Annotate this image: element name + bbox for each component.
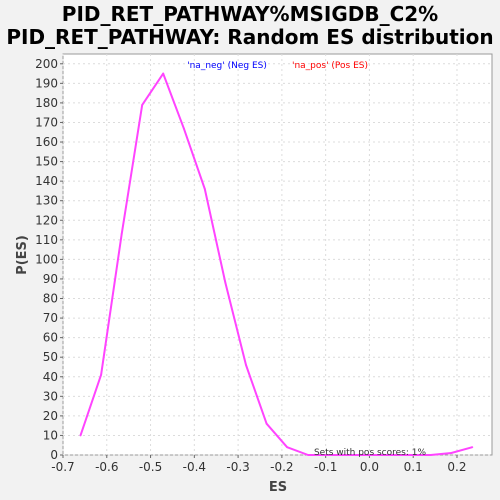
y-tick-label: 10 — [43, 428, 58, 442]
y-tick-label: 160 — [35, 135, 58, 149]
data-point — [265, 422, 268, 425]
y-tick-label: 30 — [43, 389, 58, 403]
y-tick-label: 140 — [35, 174, 58, 188]
x-axis-label: ES — [269, 480, 287, 495]
x-tick-label: 0.2 — [447, 460, 466, 474]
data-point — [471, 446, 474, 449]
data-point — [100, 373, 102, 376]
data-point — [203, 188, 206, 190]
y-tick-label: 50 — [43, 350, 58, 364]
y-axis-label: P(ES) — [15, 235, 30, 275]
chart-subtitle: PID_RET_PATHWAY: Random ES distribution — [6, 25, 493, 49]
grid — [62, 54, 492, 456]
data-point — [245, 364, 247, 366]
data-point — [162, 72, 165, 75]
plot-area — [62, 53, 493, 456]
y-tick-label: 0 — [50, 448, 58, 462]
y-tick-label: 180 — [35, 96, 58, 110]
x-tick-label: -0.6 — [95, 460, 118, 474]
y-tick-label: 80 — [43, 292, 58, 306]
data-point — [450, 452, 453, 454]
y-tick-label: 200 — [35, 57, 58, 71]
data-point — [368, 454, 371, 456]
pos-scores-annotation: Sets with pos scores: 1% — [314, 448, 427, 458]
data-point — [224, 281, 227, 284]
x-tick-label: -0.4 — [183, 460, 206, 474]
data-point — [120, 233, 123, 235]
y-tick-label: 100 — [35, 252, 58, 266]
x-tick-label: 0.0 — [360, 460, 379, 474]
x-tick-label: -0.5 — [139, 460, 162, 474]
legend-neg-label: 'na_neg' (Neg ES) — [187, 61, 267, 71]
x-tick-label: -0.7 — [51, 460, 74, 474]
legend-pos-label: 'na_pos' (Pos ES) — [292, 61, 368, 71]
y-tick-label: 150 — [35, 155, 58, 169]
y-tick-label: 110 — [35, 233, 58, 247]
data-point — [182, 127, 185, 130]
data-point — [429, 454, 432, 456]
x-tick-label: -0.3 — [226, 460, 249, 474]
x-tick-label: 0.1 — [404, 460, 423, 474]
y-tick-label: 60 — [43, 331, 58, 345]
data-point — [141, 103, 144, 106]
data-point — [286, 446, 289, 449]
data-point — [79, 434, 82, 437]
x-tick-label: -0.1 — [314, 460, 337, 474]
y-tick-label: 70 — [43, 311, 58, 325]
y-tick-label: 170 — [35, 115, 58, 129]
y-tick-label: 190 — [35, 76, 58, 90]
series-layer — [79, 72, 474, 456]
series-line — [79, 72, 473, 456]
chart-title: PID_RET_PATHWAY%MSIGDB_C2% — [62, 2, 438, 26]
axes: 0 10 20 30 40 50 60 70 80 90 100 110 120 130 140 150 160… — [35, 57, 466, 474]
x-tick-label: -0.2 — [270, 460, 293, 474]
y-tick-label: 20 — [43, 409, 58, 423]
y-tick-label: 90 — [43, 272, 58, 286]
y-tick-label: 40 — [43, 370, 58, 384]
y-tick-label: 120 — [35, 213, 58, 227]
y-tick-label: 130 — [35, 194, 58, 208]
data-point — [307, 454, 310, 456]
